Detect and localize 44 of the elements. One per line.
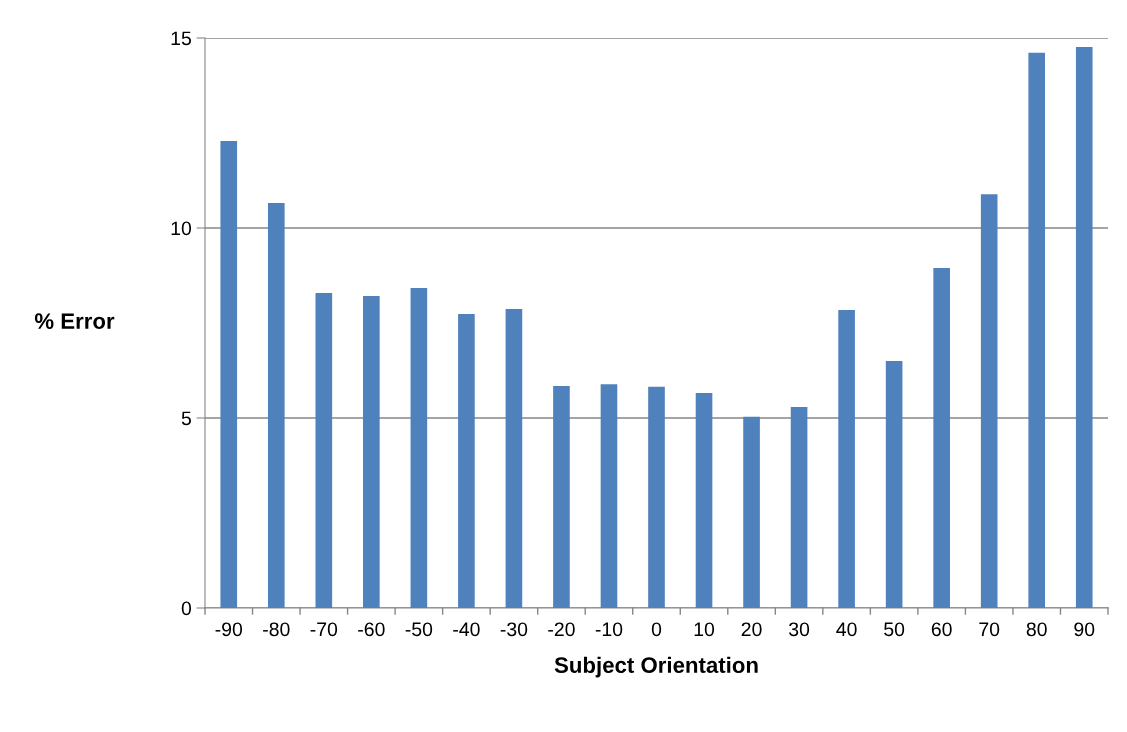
x-tick-label: 10 xyxy=(694,622,715,637)
bar xyxy=(458,313,475,608)
bar xyxy=(315,292,333,608)
x-tick-label: 60 xyxy=(931,622,952,637)
x-tick-label: 70 xyxy=(979,622,1000,637)
x-tick-label: -50 xyxy=(405,622,433,637)
x-tick-label: 50 xyxy=(884,622,905,637)
x-tick-label: -80 xyxy=(263,622,290,637)
y-tick-label: 15 xyxy=(171,31,191,46)
bar xyxy=(505,308,523,608)
bar xyxy=(695,392,713,608)
bar xyxy=(838,310,855,608)
bar xyxy=(933,267,950,608)
bar xyxy=(410,288,428,608)
y-axis-title: % Error xyxy=(34,313,115,329)
x-tick-label: -40 xyxy=(453,622,480,637)
x-tick-label: -60 xyxy=(358,622,385,637)
x-tick-label: 20 xyxy=(741,622,762,637)
x-tick-label: 30 xyxy=(789,622,810,637)
bar xyxy=(743,416,760,608)
x-axis-title: Subject Orientation xyxy=(554,656,758,678)
bar xyxy=(1075,47,1093,608)
bar xyxy=(885,361,903,608)
x-tick-label: 40 xyxy=(836,622,857,637)
bar xyxy=(648,386,665,608)
x-tick-label: -20 xyxy=(548,622,575,637)
bar xyxy=(220,140,238,608)
x-tick-label: -10 xyxy=(595,622,623,637)
y-tick-label: 0 xyxy=(181,601,192,616)
x-tick-label: -70 xyxy=(310,622,338,637)
x-tick-label: -30 xyxy=(500,622,528,637)
x-tick-label: 0 xyxy=(651,622,662,637)
y-tick-label: 5 xyxy=(181,411,191,426)
x-tick-label: 80 xyxy=(1026,622,1047,637)
bar xyxy=(980,194,998,608)
y-tick-label: 10 xyxy=(171,221,192,236)
bar xyxy=(790,406,808,608)
bar xyxy=(553,386,570,608)
bar xyxy=(267,202,285,608)
bar xyxy=(1028,52,1046,608)
bar xyxy=(600,384,618,608)
bar xyxy=(363,296,380,608)
x-tick-label: 90 xyxy=(1074,622,1095,637)
x-tick-label: -90 xyxy=(215,622,243,637)
